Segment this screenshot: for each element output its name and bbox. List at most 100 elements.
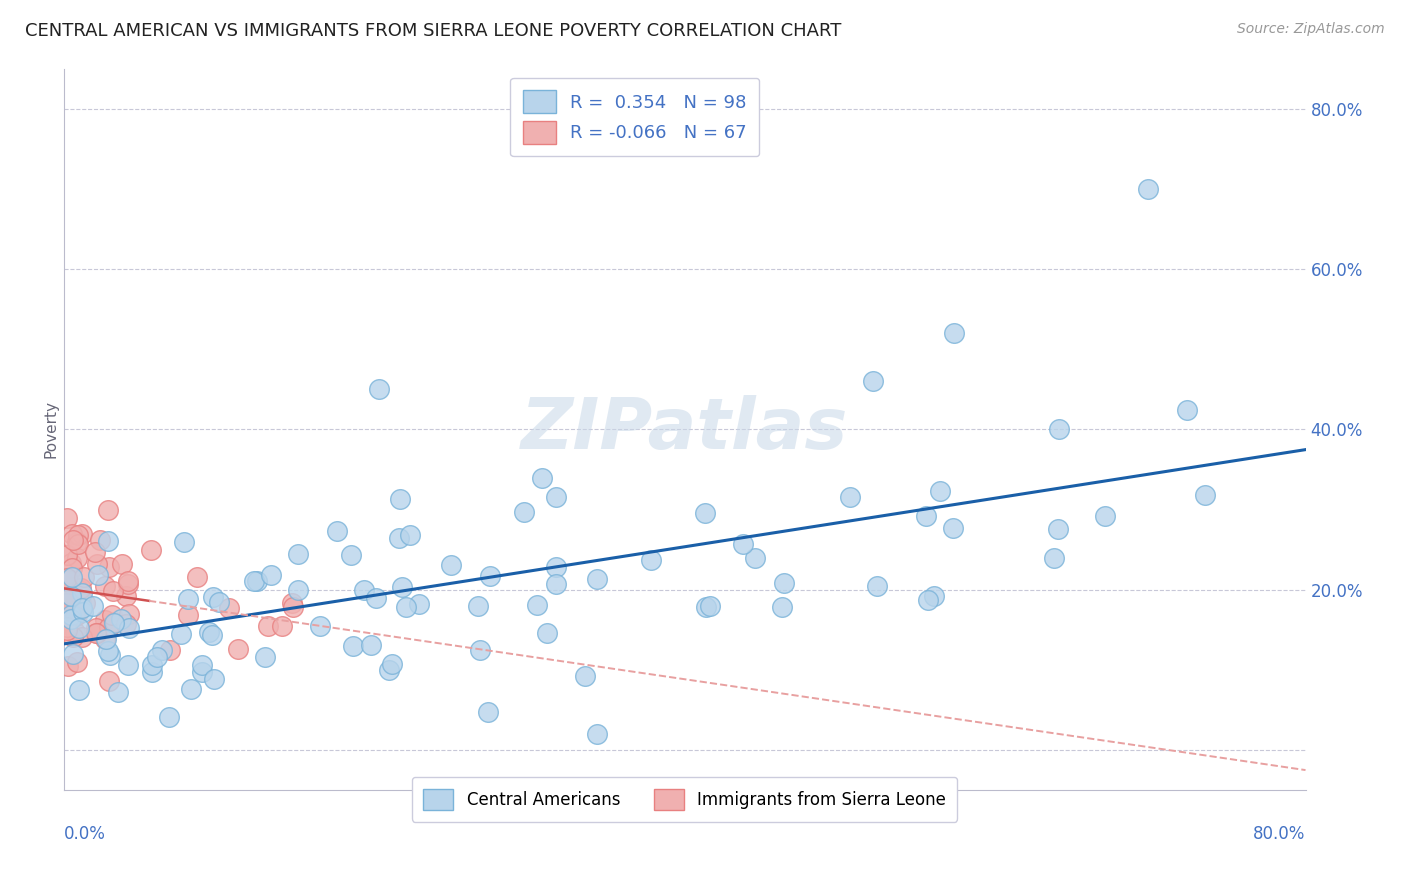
Point [378,663,401,677]
Point [177,608,200,623]
Point [59,556,82,570]
Point [66,551,89,566]
Point [586,727,609,741]
Point [141,657,163,672]
Point [198,624,221,639]
Text: 80.0%: 80.0% [1253,825,1306,843]
Point [67,582,90,597]
Point [440,558,463,572]
Point [536,626,558,640]
Point [640,553,662,567]
Point [177,592,200,607]
Point [866,579,889,593]
Point [479,569,502,583]
Point [388,491,411,506]
Point [72,526,94,541]
Point [62,630,84,644]
Point [245,574,267,588]
Point [477,705,499,719]
Point [839,490,862,504]
Point [101,584,124,599]
Point [55,510,77,524]
Point [93,613,115,627]
Point [308,619,330,633]
Point [191,665,214,679]
Point [104,615,127,630]
Point [70,581,93,595]
Point [468,643,491,657]
Point [254,649,277,664]
Point [773,576,796,591]
Point [226,641,249,656]
Point [56,593,79,607]
Point [62,533,84,547]
Point [208,595,231,609]
Point [56,659,79,673]
Point [72,586,94,600]
Point [695,506,717,520]
Point [97,559,120,574]
Point [283,599,305,614]
Point [62,647,84,661]
Point [391,580,413,594]
Point [66,528,89,542]
Point [544,560,567,574]
Point [98,648,121,662]
Point [141,665,163,679]
Point [67,621,90,635]
Point [115,616,138,631]
Point [146,650,169,665]
Point [342,639,364,653]
Point [60,586,83,600]
Point [55,548,77,562]
Point [98,673,121,688]
Point [60,526,83,541]
Point [86,558,108,572]
Point [243,574,266,588]
Point [744,550,766,565]
Point [943,326,966,341]
Point [360,638,382,652]
Point [544,577,567,591]
Point [94,632,117,646]
Point [55,571,77,585]
Point [55,623,77,637]
Point [66,534,89,549]
Point [281,596,304,610]
Point [353,582,375,597]
Point [695,599,717,614]
Point [467,599,489,613]
Point [1175,402,1198,417]
Point [65,624,87,639]
Point [201,628,224,642]
Point [97,644,120,658]
Point [73,570,96,584]
Point [72,630,94,644]
Point [287,582,309,597]
Point [101,607,124,622]
Point [574,669,596,683]
Point [733,537,755,551]
Point [770,600,793,615]
Point [103,615,125,630]
Point [62,589,84,603]
Text: 0.0%: 0.0% [63,825,105,843]
Point [270,619,292,633]
Point [111,557,134,571]
Point [98,620,121,634]
Point [586,572,609,586]
Y-axis label: Poverty: Poverty [44,401,58,458]
Point [70,601,93,615]
Point [117,577,139,591]
Point [173,534,195,549]
Point [56,620,79,634]
Point [97,534,120,549]
Point [531,471,554,485]
Point [70,596,93,610]
Point [60,589,83,603]
Point [398,528,420,542]
Point [118,621,141,635]
Point [82,599,104,614]
Point [366,591,388,605]
Point [117,574,139,589]
